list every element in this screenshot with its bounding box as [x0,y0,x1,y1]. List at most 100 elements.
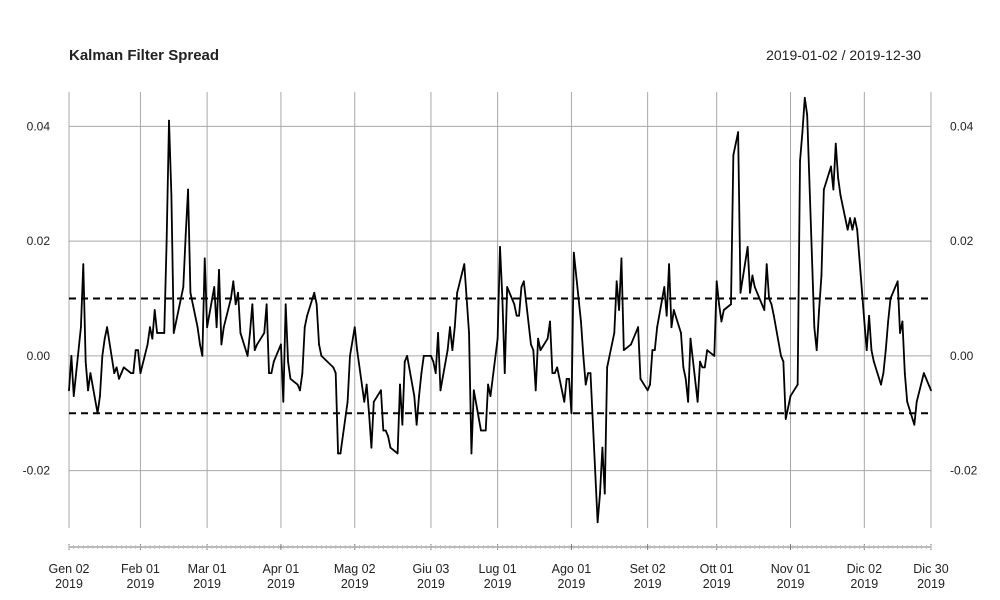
data-point [556,366,559,369]
x-tick-year-label: 2019 [703,577,731,591]
spread-series-points [68,96,932,524]
data-point [799,159,801,162]
x-tick-year-label: 2019 [267,577,295,591]
data-point [901,320,904,323]
data-point [430,354,432,357]
data-point [603,492,606,495]
data-point [415,423,418,426]
data-point [599,492,601,495]
data-point [256,343,259,346]
x-tick-label: Gen 02 [48,562,89,576]
y-tick-label-left: 0.00 [27,349,51,363]
data-point [537,337,539,340]
data-point [289,377,292,380]
x-tick-label: Mag 02 [334,562,376,576]
data-point [230,297,232,300]
y-tick-label-right: 0.00 [950,349,974,363]
x-tick-year-label: 2019 [777,577,805,591]
data-point [199,343,201,346]
data-point [196,326,199,329]
data-point [218,268,220,271]
data-point [251,303,254,306]
data-point [589,372,592,375]
data-point [96,412,99,415]
data-point [699,360,701,363]
data-point [601,446,604,449]
data-point [553,372,556,375]
data-point [670,326,673,329]
data-point [737,131,740,134]
data-point [532,349,535,352]
series-layer [68,96,932,524]
data-point [265,303,268,306]
y-tick-label-left: -0.02 [23,464,51,478]
data-point [151,337,154,340]
data-point [299,389,301,392]
data-point [180,297,182,300]
data-point [115,366,118,369]
data-point [413,395,416,397]
data-point [422,354,425,357]
data-point [522,280,525,283]
data-point [772,314,775,317]
data-point [637,326,640,329]
data-point [663,286,666,288]
data-point [701,366,704,369]
data-point [401,423,404,426]
data-point [346,400,349,403]
data-point [787,406,790,409]
x-tick-year-label: 2019 [127,577,155,591]
data-point [137,349,139,352]
data-point [249,332,251,334]
x-tick-label: Apr 01 [263,562,300,576]
data-point [484,429,487,432]
data-point [365,383,368,386]
data-point [270,372,273,375]
data-point [668,263,670,266]
data-point [389,446,392,449]
data-point [639,377,642,380]
data-point [822,188,825,191]
data-point [815,349,818,352]
data-point [263,332,266,334]
data-point [713,354,716,357]
data-point [739,291,742,294]
data-point [339,452,342,455]
data-point [872,360,875,363]
data-point [403,360,406,363]
data-point [596,521,599,524]
data-point [837,177,840,179]
x-tick-label: Lug 01 [479,562,517,576]
data-point [384,429,387,432]
data-point [284,303,287,306]
data-point [803,96,806,99]
date-range-label: 2019-01-02 / 2019-12-30 [766,47,921,63]
data-point [734,142,737,145]
data-point [853,217,856,220]
data-point [703,366,706,369]
data-point [887,320,890,323]
data-point [834,142,837,145]
x-tick-label: Nov 01 [771,562,811,576]
data-point [203,257,206,260]
data-point [551,372,554,375]
data-point [437,332,439,334]
x-tick-year-label: 2019 [193,577,221,591]
data-point [320,354,323,357]
data-point [84,360,87,363]
data-point [746,245,749,248]
data-point [387,435,389,438]
data-point [832,188,835,191]
data-point [530,343,532,346]
data-point [687,400,690,403]
data-point [889,297,892,300]
data-point [580,320,582,323]
data-point [851,228,854,231]
data-point [630,343,632,346]
data-point [168,119,170,122]
data-point [615,280,618,283]
data-point [99,395,101,397]
data-point [146,343,149,346]
data-point [782,360,785,363]
data-point [720,320,723,323]
